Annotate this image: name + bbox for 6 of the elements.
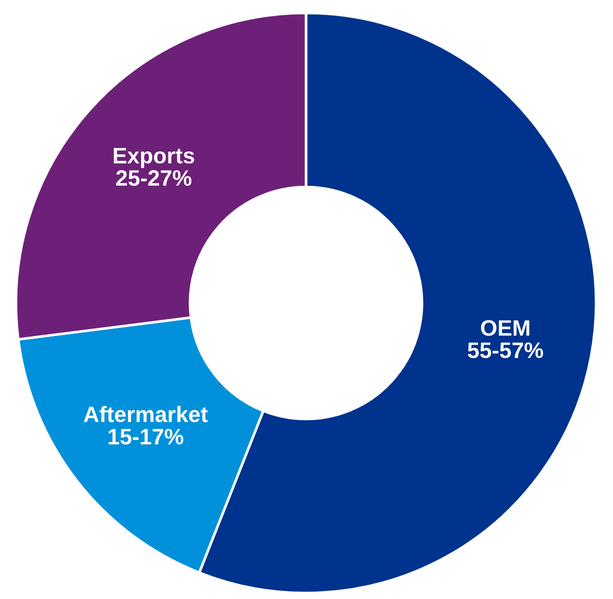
slice-label: Exports <box>114 148 194 168</box>
text: 55-57% <box>468 342 544 358</box>
slice-label: Aftermarket <box>84 406 208 422</box>
text: 15-17% <box>108 428 184 445</box>
text: 25-27% <box>116 170 192 186</box>
slice-label: OEM <box>481 320 530 336</box>
